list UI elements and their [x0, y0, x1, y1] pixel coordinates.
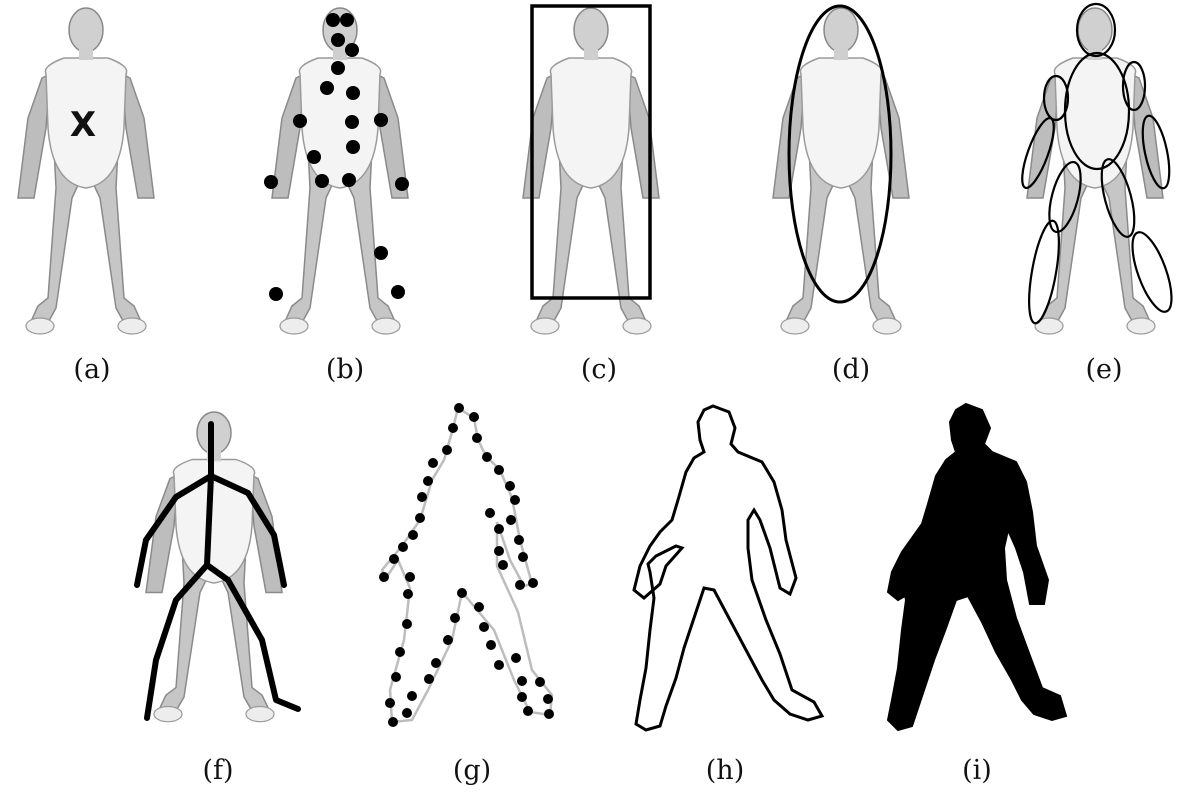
- panel-e: [1021, 2, 1173, 335]
- panel-i: [886, 402, 1068, 732]
- captions: (a) (b) (c) (d) (e) (f) (g) (h) (i): [73, 354, 1122, 786]
- panel-g: [379, 403, 554, 727]
- caption-a: (a): [73, 354, 110, 385]
- caption-e: (e): [1085, 354, 1122, 385]
- caption-f: (f): [202, 755, 233, 786]
- caption-g: (g): [453, 755, 491, 786]
- caption-d: (d): [832, 354, 870, 385]
- part-ellipses: [1021, 2, 1173, 325]
- bounding-ellipse: [787, 4, 893, 304]
- silhouette-outline: [632, 404, 825, 732]
- joint-dots: [264, 13, 409, 301]
- panel-a: X: [17, 7, 155, 335]
- panel-a-marker: X: [70, 105, 96, 145]
- gray-contour: [380, 406, 554, 724]
- panel-f: [134, 411, 301, 723]
- panel-b: [264, 7, 409, 335]
- silhouette-fill: [886, 402, 1068, 732]
- caption-c: (c): [581, 354, 617, 385]
- panel-h: [632, 404, 825, 732]
- contour-points: [379, 403, 554, 727]
- caption-i: (i): [962, 755, 992, 786]
- panel-d: [772, 4, 910, 335]
- skeleton: [134, 421, 301, 721]
- panel-c: [522, 4, 660, 335]
- caption-h: (h): [706, 755, 744, 786]
- bounding-box: [530, 4, 652, 300]
- caption-b: (b): [326, 354, 364, 385]
